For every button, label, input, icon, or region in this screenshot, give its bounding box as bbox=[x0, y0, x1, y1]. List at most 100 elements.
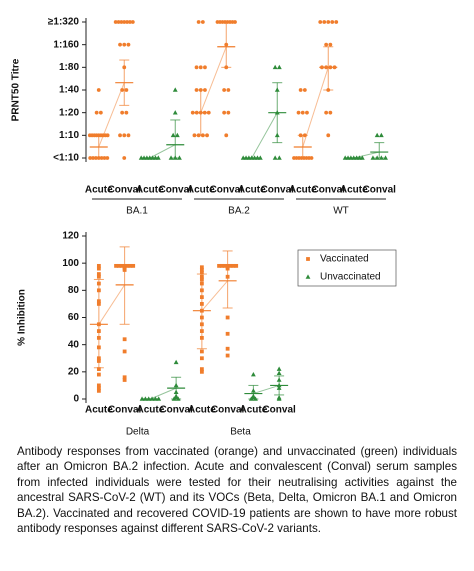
point bbox=[173, 359, 179, 365]
point bbox=[102, 156, 107, 160]
point bbox=[276, 396, 282, 401]
y-tick-label: 120 bbox=[62, 231, 79, 242]
y-tick-label: <1:10 bbox=[53, 153, 79, 164]
point bbox=[276, 64, 282, 70]
point bbox=[309, 156, 314, 160]
point bbox=[276, 370, 282, 375]
x-tick-label: Acute bbox=[136, 405, 164, 416]
point bbox=[198, 65, 203, 70]
point bbox=[126, 42, 131, 47]
x-tick-label: Conval bbox=[211, 405, 245, 416]
point bbox=[128, 263, 133, 268]
point bbox=[322, 20, 327, 24]
point bbox=[328, 42, 333, 47]
point bbox=[96, 266, 101, 271]
x-tick-label: Acute bbox=[85, 185, 113, 196]
point bbox=[119, 20, 124, 24]
point bbox=[96, 274, 101, 279]
point bbox=[199, 268, 204, 272]
point bbox=[124, 110, 129, 115]
point bbox=[122, 349, 127, 354]
point bbox=[91, 156, 95, 160]
point bbox=[334, 20, 339, 24]
mean-link bbox=[98, 284, 126, 325]
point bbox=[199, 265, 204, 270]
point bbox=[200, 20, 205, 24]
point bbox=[326, 20, 331, 24]
x-tick-label: Conval bbox=[108, 185, 142, 196]
point bbox=[119, 263, 124, 268]
point bbox=[125, 20, 130, 24]
point bbox=[170, 132, 176, 138]
point bbox=[122, 156, 127, 160]
group-label: BA.1 bbox=[126, 206, 148, 217]
point bbox=[122, 20, 127, 24]
point bbox=[250, 371, 256, 377]
point bbox=[96, 386, 101, 391]
point bbox=[116, 20, 121, 24]
point bbox=[118, 42, 122, 47]
legend-box bbox=[297, 249, 397, 287]
point bbox=[192, 133, 197, 138]
x-tick-label: Conval bbox=[210, 185, 244, 196]
legend-label: Unvaccinated bbox=[320, 272, 381, 283]
caption: Antibody responses from vaccinated (oran… bbox=[17, 445, 457, 536]
point bbox=[305, 274, 311, 279]
point bbox=[302, 88, 307, 92]
point bbox=[330, 20, 335, 24]
point bbox=[118, 133, 122, 138]
point bbox=[131, 263, 136, 268]
mean-link bbox=[150, 387, 177, 400]
point bbox=[88, 156, 93, 160]
y-tick-label: 1:80 bbox=[59, 62, 79, 73]
point bbox=[96, 383, 101, 388]
y-tick-label: 1:10 bbox=[59, 130, 79, 141]
point bbox=[199, 369, 204, 374]
point bbox=[324, 42, 329, 47]
point bbox=[222, 88, 227, 92]
point bbox=[94, 110, 99, 115]
point bbox=[225, 315, 230, 320]
point bbox=[383, 155, 388, 160]
point bbox=[194, 65, 199, 70]
point bbox=[220, 263, 224, 268]
point bbox=[225, 331, 230, 336]
point bbox=[272, 64, 278, 70]
point bbox=[125, 263, 130, 268]
point bbox=[105, 133, 110, 138]
point bbox=[276, 155, 282, 160]
mean-link bbox=[253, 384, 280, 395]
point bbox=[126, 133, 131, 138]
point bbox=[199, 356, 204, 361]
mean-link bbox=[201, 280, 229, 312]
group-label: Delta bbox=[126, 427, 150, 438]
x-tick-label: Conval bbox=[159, 185, 193, 196]
point bbox=[203, 65, 207, 70]
point bbox=[224, 133, 229, 138]
point bbox=[305, 110, 309, 115]
point bbox=[96, 388, 101, 393]
y-tick-label: 100 bbox=[62, 258, 79, 269]
y-tick-label: 1:160 bbox=[53, 39, 79, 50]
y-tick-label: 20 bbox=[68, 366, 80, 377]
point bbox=[306, 257, 310, 261]
point bbox=[231, 263, 236, 268]
point bbox=[272, 155, 278, 160]
x-tick-label: Conval bbox=[262, 405, 296, 416]
point bbox=[226, 88, 231, 92]
point bbox=[122, 375, 127, 380]
point bbox=[225, 346, 230, 351]
y-tick-label: ≥1:320 bbox=[48, 17, 80, 28]
x-tick-label: Acute bbox=[188, 405, 216, 416]
point bbox=[114, 263, 118, 268]
point bbox=[199, 349, 204, 354]
point bbox=[98, 110, 103, 115]
point bbox=[122, 337, 127, 342]
point bbox=[96, 88, 101, 92]
figure: <1:10 1:10 1:20 1:40 1:80 1:160 ≥1:320 PRNT50 T… bbox=[11, 17, 397, 438]
point bbox=[296, 110, 301, 115]
point bbox=[117, 263, 121, 268]
point bbox=[222, 110, 227, 115]
x-tick-label: Acute bbox=[187, 185, 215, 196]
